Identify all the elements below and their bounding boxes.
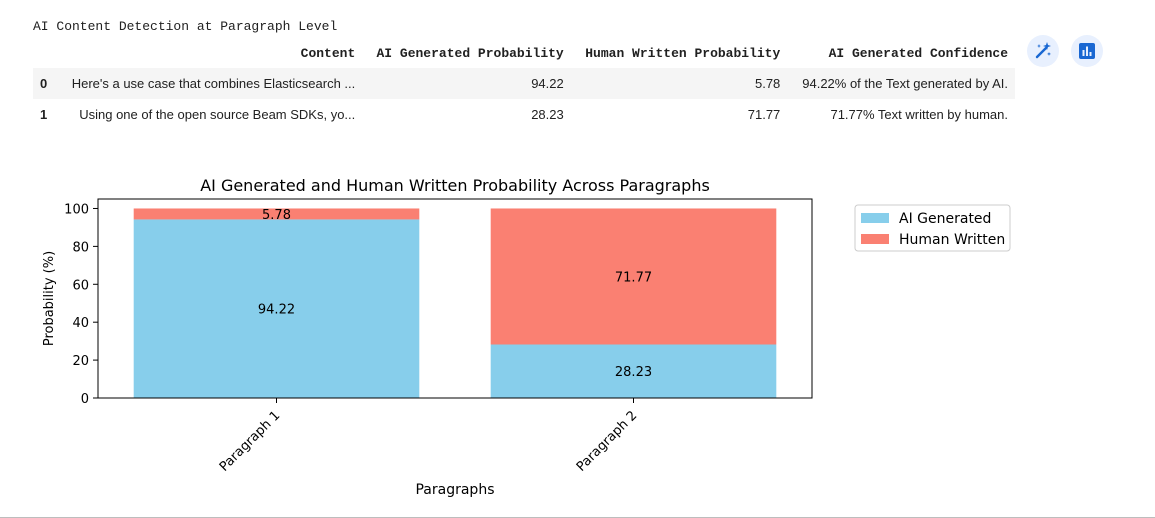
legend-swatch <box>861 213 889 223</box>
data-label: 28.23 <box>615 365 652 380</box>
legend-swatch <box>861 234 889 244</box>
column-header-ai-probability: AI Generated Probability <box>376 45 564 61</box>
y-tick-label: 60 <box>72 278 89 293</box>
table-header-row: Content AI Generated Probability Human W… <box>33 38 1015 68</box>
row-index: 0 <box>40 76 48 91</box>
legend-label: AI Generated <box>899 211 991 227</box>
magic-wand-button[interactable] <box>1027 35 1059 67</box>
bar-ai-generated <box>490 344 777 398</box>
legend-box <box>854 204 1011 252</box>
legend-label: Human Written <box>899 232 1005 248</box>
bar-human-written <box>490 208 777 345</box>
data-label: 71.77 <box>615 270 652 285</box>
bar-chart-icon <box>1079 43 1095 59</box>
bar-ai-generated <box>133 219 420 398</box>
human-probability-cell: 71.77 <box>747 107 781 122</box>
stacked-bar-chart: AI Generated and Human Written Probabili… <box>42 176 1011 498</box>
y-tick-label: 20 <box>72 354 89 369</box>
content-cell: Using one of the open source Beam SDKs, … <box>79 107 356 122</box>
data-label: 5.78 <box>262 208 291 223</box>
bar-human-written <box>133 208 420 220</box>
results-table: Content AI Generated Probability Human W… <box>33 38 1015 130</box>
y-axis-label: Probability (%) <box>42 251 57 346</box>
chart-title: AI Generated and Human Written Probabili… <box>200 176 710 195</box>
y-tick-label: 100 <box>64 202 89 217</box>
human-probability-cell: 5.78 <box>754 76 781 91</box>
y-tick-label: 0 <box>81 392 89 407</box>
content-cell: Here's a use case that combines Elastics… <box>71 76 356 91</box>
magic-wand-icon <box>1035 42 1051 59</box>
x-tick-label: Paragraph 1 <box>217 408 283 474</box>
data-label: 94.22 <box>258 303 295 318</box>
index-header <box>33 38 54 68</box>
y-tick-label: 80 <box>72 240 89 255</box>
column-header-content: Content <box>300 45 356 61</box>
row-index: 1 <box>40 107 48 122</box>
ai-confidence-cell: 71.77% Text written by human. <box>830 107 1008 122</box>
ai-probability-cell: 94.22 <box>531 76 564 91</box>
plot-frame <box>97 198 813 399</box>
ai-probability-cell: 28.23 <box>531 107 564 122</box>
chart-suggest-button[interactable] <box>1071 35 1103 67</box>
table-row: 0 Here's a use case that combines Elasti… <box>33 68 1015 99</box>
table-row: 1 Using one of the open source Beam SDKs… <box>33 99 1015 130</box>
x-tick-label: Paragraph 2 <box>574 408 640 474</box>
y-tick-label: 40 <box>72 316 89 331</box>
column-header-human-probability: Human Written Probability <box>585 45 781 61</box>
table-caption: AI Content Detection at Paragraph Level <box>33 19 338 34</box>
ai-confidence-cell: 94.22% of the Text generated by AI. <box>802 76 1008 91</box>
x-axis-label: Paragraphs <box>415 482 494 498</box>
column-header-ai-confidence: AI Generated Confidence <box>828 45 1008 61</box>
